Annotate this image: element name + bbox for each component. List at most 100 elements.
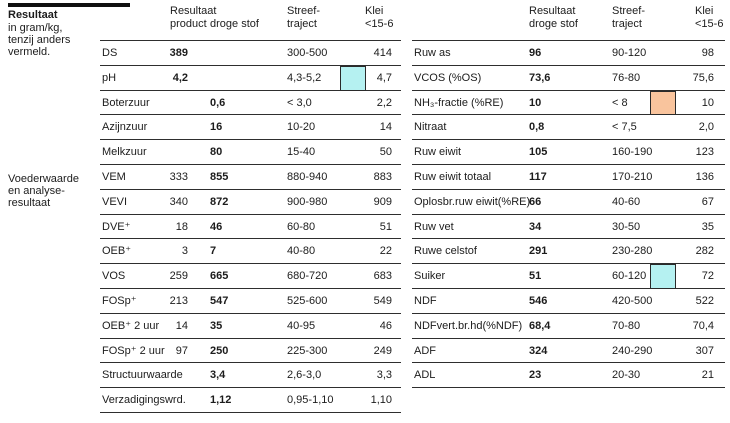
value-resultaat-product: 389 [169,47,188,59]
col-header-resultaat: Resultaat [170,5,217,17]
value-resultaat-droge-stof: 3,4 [210,369,226,382]
value-resultaat-product: 97 [175,344,188,357]
left-table-body: DS 389 300-500 414 pH 4,2 4,3-5,2 4,7 Boterzuur 0… [100,41,401,413]
value-klei: 51 [379,220,392,233]
table-row: Ruw as 96 90-120 98 [412,41,725,66]
value-klei: 21 [701,369,714,382]
row-label: Ruw eiwit [414,146,462,159]
row-label: Oplosbr.ruw eiwit(%RE) [414,195,531,208]
cyan-highlight-marker [650,264,676,289]
row-label: Nitraat [414,121,447,134]
value-streeftraject: 60-120 [612,270,647,283]
value-resultaat-product: 213 [169,294,188,307]
value-klei: 22 [379,245,392,258]
value-resultaat-droge-stof: 51 [529,270,542,283]
row-label: Structuurwaarde [102,369,183,382]
col-header-resultaat: Resultaat [529,5,576,17]
right-analysis-table: Resultaat droge stof Streef- traject Kle… [412,0,725,389]
value-streeftraject: 225-300 [287,344,328,357]
value-resultaat-droge-stof: 665 [210,270,229,283]
value-streeftraject: 2,6-3,0 [287,369,322,382]
row-label: Melkzuur [102,146,147,159]
value-streeftraject: 420-500 [612,294,653,307]
row-label: Azijnzuur [102,121,148,134]
value-resultaat-droge-stof: 16 [210,121,223,134]
report-units-note: in gram/kg, tenzij anders vermeld. [8,22,70,59]
value-streeftraject: 880-940 [287,170,328,183]
value-resultaat-product: 259 [169,270,188,283]
row-label: Ruwe celstof [414,245,477,258]
row-label: pH [102,71,117,84]
value-klei: 522 [695,294,714,307]
value-resultaat-droge-stof: 68,4 [529,319,551,332]
row-label: DS [102,47,118,59]
table-row: OEB⁺ 3 7 40-80 22 [100,239,401,265]
row-label: Verzadigingswrd. [102,394,186,407]
table-row: Oplosbr.ruw eiwit(%RE) 66 40-60 67 [412,190,725,215]
col-header-product: product [170,18,207,30]
col-header-klei: Klei [695,5,714,17]
value-streeftraject: 900-980 [287,195,328,208]
units-note-line: tenzij anders [8,34,71,47]
value-streeftraject: 300-500 [287,47,328,59]
value-resultaat-droge-stof: 0,6 [210,96,226,109]
row-label: NDF [414,294,437,307]
value-resultaat-product: 340 [169,195,188,208]
top-rule [8,3,130,7]
table-row: NDFvert.br.hd(%NDF) 68,4 70-80 70,4 [412,314,725,339]
row-label: Ruw as [414,47,451,59]
value-streeftraject: 20-30 [612,369,641,382]
value-resultaat-droge-stof: 23 [529,369,542,382]
value-klei: 123 [695,146,714,159]
value-klei: 883 [373,170,392,183]
table-row: VOS 259 665 680-720 683 [100,264,401,289]
table-row: Ruw eiwit totaal 117 170-210 136 [412,165,725,190]
value-resultaat-droge-stof: 73,6 [529,71,551,84]
value-resultaat-droge-stof: 80 [210,146,223,159]
value-klei: 249 [373,344,392,357]
value-klei: 10 [701,96,714,109]
value-resultaat-droge-stof: 117 [529,170,547,183]
value-streeftraject: 90-120 [612,47,647,59]
row-label: Ruw vet [414,220,454,233]
value-resultaat-droge-stof: 547 [210,294,229,307]
value-streeftraject: 40-80 [287,245,316,258]
value-streeftraject: 15-40 [287,146,316,159]
value-streeftraject: 10-20 [287,121,316,134]
section-label-line: Voederwaarde [8,173,79,185]
row-label: VEM [102,170,126,183]
table-row: NDF 546 420-500 522 [412,289,725,314]
row-label: OEB⁺ 2 uur [102,319,160,332]
table-row: Ruw vet 34 30-50 35 [412,215,725,240]
col-header-droge-stof: droge stof [210,18,259,30]
row-label: FOSp⁺ [102,294,137,307]
value-klei: 67 [701,195,714,208]
value-klei: 1,10 [370,394,392,407]
right-table-body: Ruw as 96 90-120 98 VCOS (%OS) 73,6 76-80 75,6 N… [412,41,725,389]
value-klei: 4,7 [376,71,392,84]
value-klei: 307 [695,344,714,357]
value-streeftraject: 40-95 [287,319,316,332]
table-row: Ruw eiwit 105 160-190 123 [412,140,725,165]
value-resultaat-product: 333 [169,170,188,183]
section-label-line: resultaat [8,197,51,210]
col-header-droge-stof: droge stof [529,18,578,30]
value-klei: 2,2 [376,96,392,109]
value-streeftraject: 60-80 [287,220,316,233]
value-streeftraject: 525-600 [287,294,328,307]
value-resultaat-product: 3 [181,245,188,258]
table-row: Ruwe celstof 291 230-280 282 [412,239,725,265]
table-row: Structuurwaarde 3,4 2,6-3,0 3,3 [100,363,401,389]
value-streeftraject: 4,3-5,2 [287,71,322,84]
right-table-header: Resultaat droge stof Streef- traject Kle… [412,0,725,41]
value-klei: 75,6 [692,71,714,84]
value-streeftraject: 680-720 [287,270,328,283]
value-resultaat-droge-stof: 96 [529,47,542,59]
value-resultaat-droge-stof: 66 [529,195,542,208]
value-resultaat-droge-stof: 7 [210,245,217,258]
row-label: VCOS (%OS) [414,71,482,84]
value-resultaat-droge-stof: 324 [529,344,548,357]
left-table-header: Resultaat product droge stof Streef- tra… [100,0,401,41]
cyan-highlight-marker [340,65,366,91]
